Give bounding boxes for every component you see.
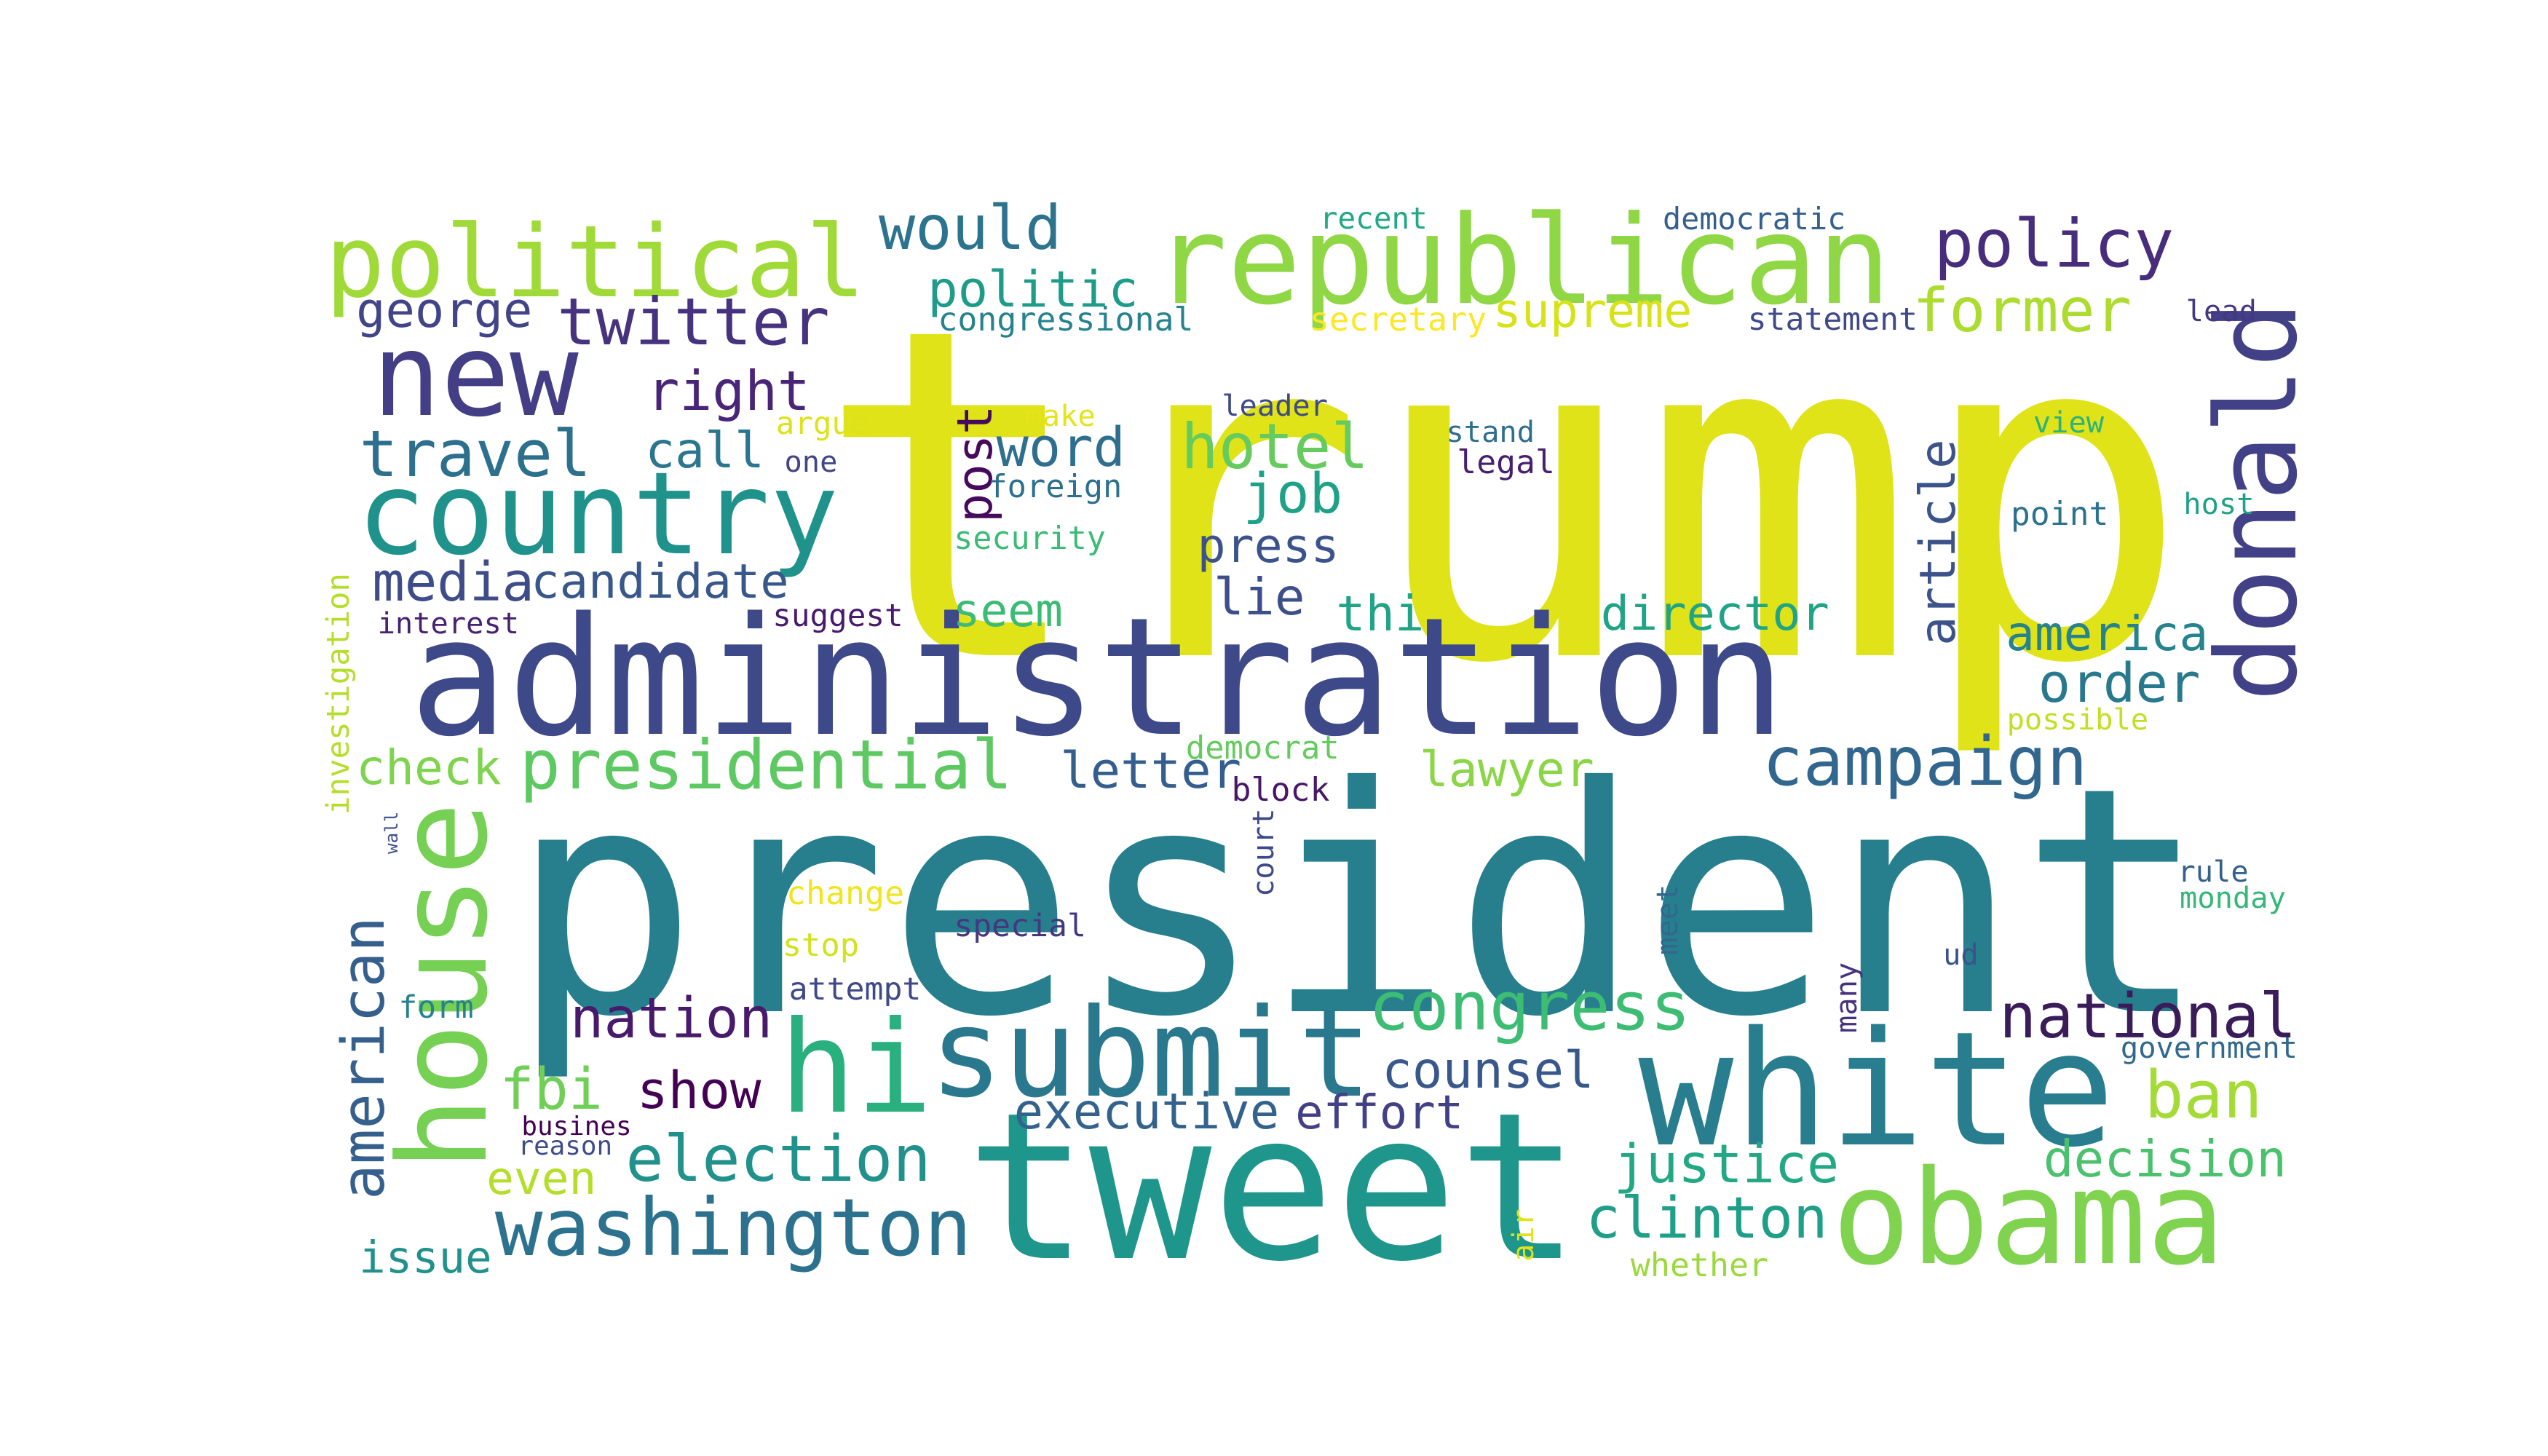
word-tweet: tweet: [965, 1069, 1580, 1307]
word-policy: policy: [1934, 204, 2175, 282]
word-thi: thi: [1336, 585, 1425, 643]
word-house: house: [372, 802, 515, 1171]
word-legal: legal: [1457, 442, 1555, 481]
word-republican: republican: [1153, 189, 1891, 332]
word-director: director: [1600, 585, 1829, 641]
word-investigation: investigation: [321, 573, 357, 815]
word-justice: justice: [1613, 1133, 1840, 1195]
word-one: one: [784, 444, 838, 479]
word-national: national: [1999, 980, 2297, 1053]
word-ban: ban: [2144, 1057, 2263, 1133]
word-president: president: [510, 720, 2209, 1086]
word-foreign: foreign: [988, 467, 1123, 505]
word-lead: lead: [2185, 294, 2257, 329]
word-word: word: [996, 417, 1125, 480]
word-even: even: [486, 1152, 597, 1206]
word-twitter: twitter: [557, 283, 830, 360]
word-political: political: [325, 204, 866, 320]
word-suggest: suggest: [772, 597, 903, 634]
word-election: election: [625, 1122, 931, 1197]
word-clinton: clinton: [1586, 1184, 1828, 1252]
word-call: call: [645, 422, 764, 480]
word-attempt: attempt: [788, 971, 922, 1008]
word-possible: possible: [2006, 703, 2149, 737]
word-congressional: congressional: [938, 300, 1194, 339]
word-wall: wall: [381, 812, 403, 855]
word-argue: argue: [775, 406, 869, 443]
word-whether: whether: [1630, 1246, 1768, 1285]
word-special: special: [954, 907, 1086, 944]
word-campaign: campaign: [1762, 722, 2088, 802]
word-statement: statement: [1747, 301, 1918, 339]
word-effort: effort: [1295, 1086, 1464, 1141]
word-air: air: [1506, 1208, 1541, 1262]
word-presidential: presidential: [519, 726, 1013, 806]
word-decision: decision: [2043, 1131, 2287, 1190]
word-stand: stand: [1446, 415, 1535, 450]
word-letter: letter: [1060, 741, 1242, 800]
word-former: former: [1912, 274, 2132, 346]
word-monday: monday: [2180, 880, 2286, 915]
word-administration: administration: [409, 582, 1787, 772]
word-lawyer: lawyer: [1419, 740, 1594, 798]
word-busines: busines: [521, 1112, 632, 1142]
word-meet: meet: [1650, 884, 1685, 955]
word-view: view: [2033, 405, 2105, 440]
word-supreme: supreme: [1492, 284, 1693, 339]
word-job: job: [1243, 461, 1343, 526]
word-george: george: [356, 281, 533, 339]
word-obama: obama: [1832, 1142, 2225, 1294]
word-hi: hi: [779, 994, 933, 1142]
word-submit: submit: [929, 981, 1372, 1125]
word-candidate: candidate: [531, 554, 789, 610]
word-change: change: [786, 873, 905, 912]
word-lie: lie: [1213, 568, 1305, 628]
word-interest: interest: [377, 606, 520, 641]
word-new: new: [372, 309, 579, 443]
word-hotel: hotel: [1181, 410, 1369, 483]
word-government: government: [2120, 1031, 2298, 1066]
word-issue: issue: [359, 1233, 492, 1284]
word-counsel: counsel: [1382, 1042, 1594, 1101]
word-country: country: [357, 448, 839, 582]
word-court: court: [1246, 808, 1281, 897]
word-fbi: fbi: [499, 1056, 603, 1123]
word-point: point: [2010, 494, 2109, 534]
word-recent: recent: [1319, 201, 1428, 237]
word-congress: congress: [1369, 968, 1691, 1046]
word-block: block: [1231, 770, 1330, 810]
word-show: show: [637, 1060, 761, 1121]
word-seem: seem: [952, 583, 1063, 637]
word-american: american: [329, 917, 398, 1200]
word-travel: travel: [359, 416, 592, 491]
word-white: white: [1638, 997, 2116, 1182]
word-executive: executive: [1013, 1083, 1280, 1141]
word-nation: nation: [570, 986, 773, 1052]
word-host: host: [2183, 487, 2255, 522]
word-america: america: [2006, 605, 2209, 662]
word-democrat: democrat: [1185, 729, 1340, 767]
word-trump: trump: [814, 232, 2191, 764]
word-check: check: [356, 739, 502, 796]
word-media: media: [372, 550, 534, 614]
word-right: right: [646, 360, 810, 424]
word-many: many: [1829, 962, 1864, 1034]
word-washington: washington: [494, 1181, 972, 1274]
word-form: form: [398, 989, 474, 1026]
word-order: order: [2038, 652, 2201, 715]
word-ud: ud: [1943, 938, 1979, 973]
word-reason: reason: [518, 1131, 613, 1162]
word-article: article: [1910, 439, 1967, 646]
word-security: security: [954, 520, 1106, 557]
word-secretary: secretary: [1309, 300, 1487, 339]
word-make: make: [1024, 398, 1096, 433]
word-stop: stop: [782, 927, 860, 965]
word-democratic: democratic: [1663, 200, 1846, 237]
word-politic: politic: [927, 260, 1139, 319]
word-would: would: [879, 193, 1062, 264]
word-rule: rule: [2177, 854, 2249, 889]
word-leader: leader: [1222, 389, 1329, 424]
word-press: press: [1197, 519, 1340, 574]
